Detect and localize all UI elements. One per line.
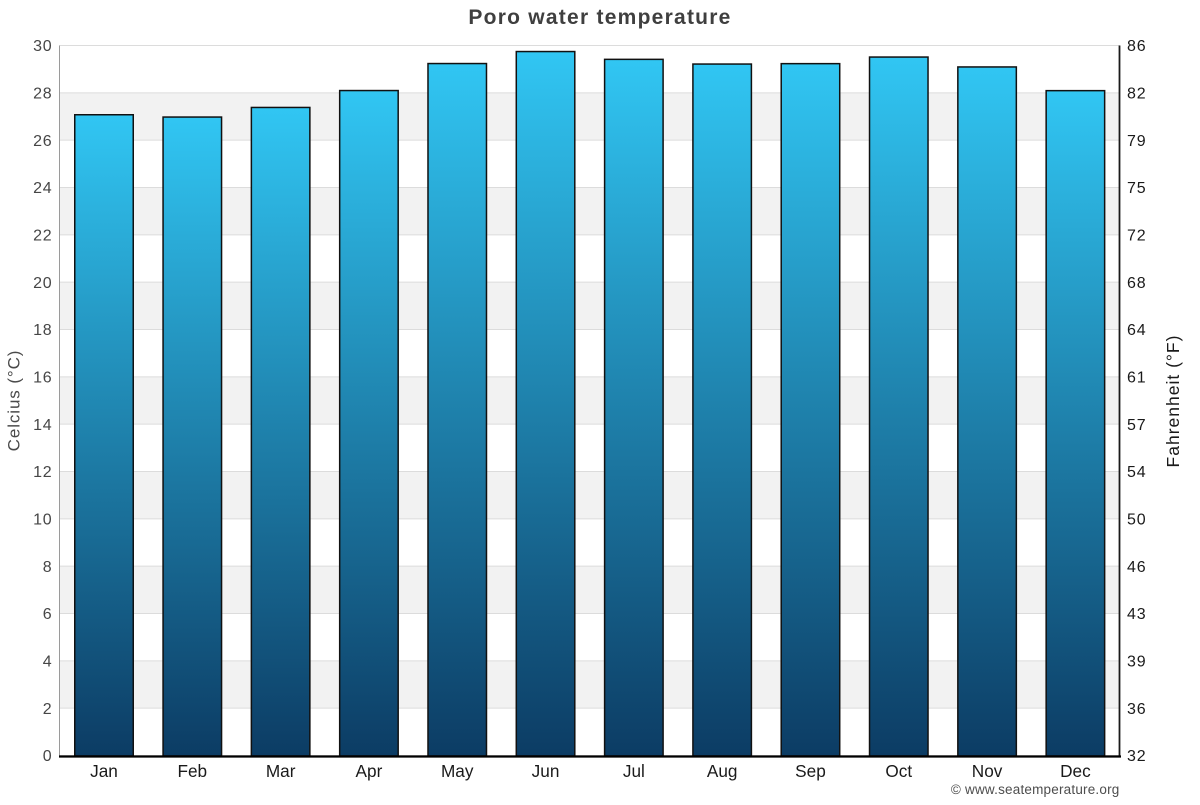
svg-text:2: 2 bbox=[43, 701, 53, 718]
svg-text:14: 14 bbox=[33, 417, 52, 434]
svg-text:Mar: Mar bbox=[266, 761, 296, 781]
svg-text:32: 32 bbox=[1127, 748, 1146, 765]
svg-text:0: 0 bbox=[43, 748, 53, 765]
svg-text:20: 20 bbox=[33, 275, 52, 292]
svg-text:Poro water temperature: Poro water temperature bbox=[468, 6, 731, 29]
svg-text:Apr: Apr bbox=[356, 761, 383, 781]
svg-text:Jun: Jun bbox=[532, 761, 560, 781]
svg-text:46: 46 bbox=[1127, 559, 1146, 576]
svg-text:May: May bbox=[441, 761, 474, 781]
svg-text:6: 6 bbox=[43, 606, 53, 623]
svg-text:Feb: Feb bbox=[177, 761, 207, 781]
svg-text:Oct: Oct bbox=[885, 761, 912, 781]
svg-text:50: 50 bbox=[1127, 512, 1146, 529]
svg-text:36: 36 bbox=[1127, 701, 1146, 718]
svg-text:© www.seatemperature.org: © www.seatemperature.org bbox=[951, 782, 1120, 797]
svg-text:Jan: Jan bbox=[90, 761, 118, 781]
svg-text:Nov: Nov bbox=[972, 761, 1003, 781]
svg-text:16: 16 bbox=[33, 370, 52, 387]
svg-text:10: 10 bbox=[33, 512, 52, 529]
svg-text:54: 54 bbox=[1127, 464, 1146, 481]
svg-text:28: 28 bbox=[33, 86, 52, 103]
svg-text:Celcius (°C): Celcius (°C) bbox=[5, 350, 24, 452]
svg-text:64: 64 bbox=[1127, 322, 1146, 339]
svg-text:22: 22 bbox=[33, 228, 52, 245]
svg-text:57: 57 bbox=[1127, 417, 1146, 434]
svg-text:Dec: Dec bbox=[1060, 761, 1091, 781]
svg-text:Aug: Aug bbox=[707, 761, 738, 781]
svg-text:75: 75 bbox=[1127, 180, 1146, 197]
svg-text:Fahrenheit (°F): Fahrenheit (°F) bbox=[1163, 335, 1183, 468]
svg-text:68: 68 bbox=[1127, 275, 1146, 292]
svg-text:26: 26 bbox=[33, 133, 52, 150]
svg-text:18: 18 bbox=[33, 322, 52, 339]
svg-text:39: 39 bbox=[1127, 654, 1146, 671]
svg-text:Jul: Jul bbox=[623, 761, 645, 781]
svg-text:61: 61 bbox=[1127, 370, 1146, 387]
svg-text:4: 4 bbox=[43, 654, 53, 671]
svg-text:12: 12 bbox=[33, 464, 52, 481]
svg-text:82: 82 bbox=[1127, 86, 1146, 103]
svg-text:24: 24 bbox=[33, 180, 52, 197]
svg-text:86: 86 bbox=[1127, 38, 1146, 55]
svg-text:72: 72 bbox=[1127, 228, 1146, 245]
svg-text:8: 8 bbox=[43, 559, 53, 576]
svg-text:79: 79 bbox=[1127, 133, 1146, 150]
svg-text:30: 30 bbox=[33, 38, 52, 55]
svg-text:Sep: Sep bbox=[795, 761, 826, 781]
svg-text:43: 43 bbox=[1127, 606, 1146, 623]
